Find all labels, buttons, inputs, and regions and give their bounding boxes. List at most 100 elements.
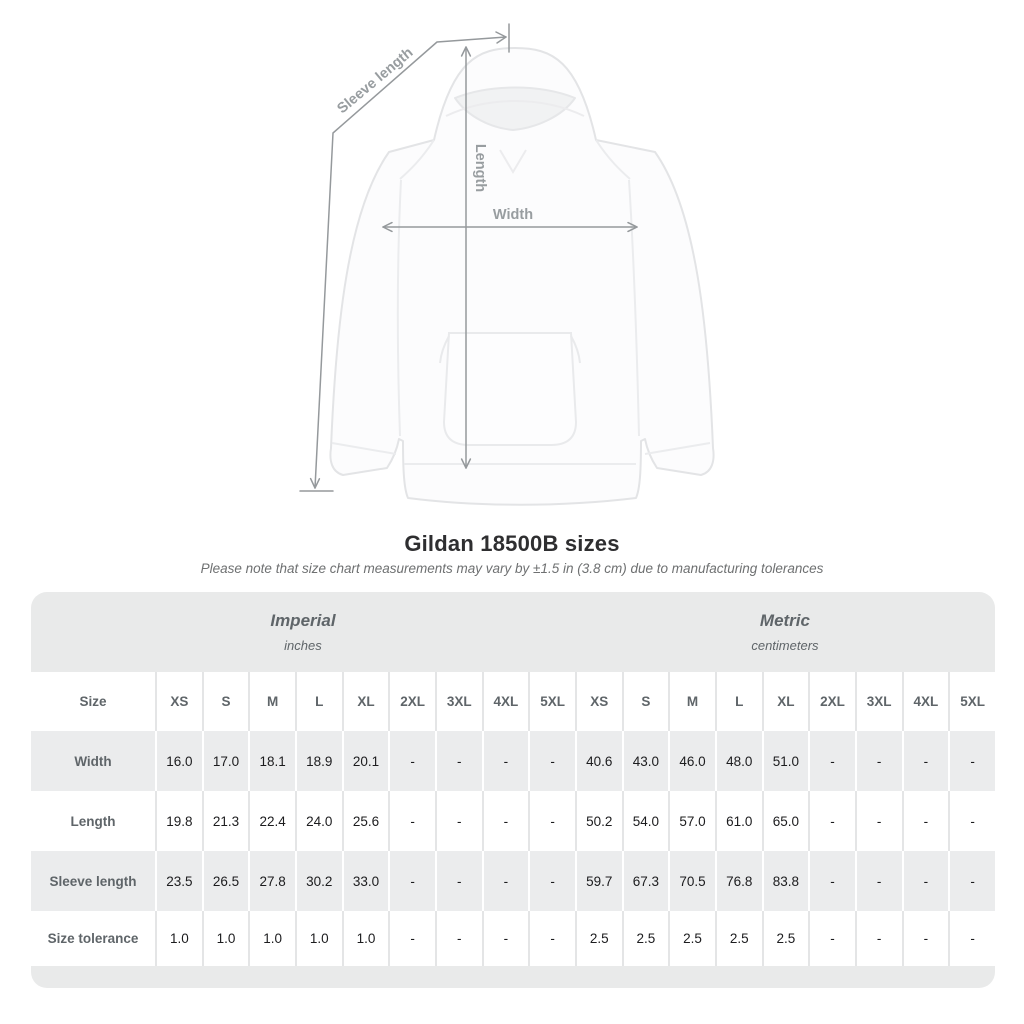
size-header-imperial-2xl: 2XL — [388, 672, 435, 731]
metric-value: - — [808, 851, 855, 911]
size-header-metric-2xl: 2XL — [808, 672, 855, 731]
measurement-overlay — [299, 23, 638, 492]
size-header-metric-xs: XS — [574, 672, 622, 731]
metric-value: - — [901, 731, 949, 791]
metric-value: 54.0 — [621, 791, 669, 851]
imperial-title: Imperial — [270, 611, 336, 630]
hoodie-body-path — [329, 47, 715, 506]
hood-rim — [445, 100, 585, 117]
table-footer-band — [31, 966, 995, 988]
size-header-metric-4xl: 4XL — [901, 672, 949, 731]
metric-value: - — [808, 911, 855, 966]
metric-value: - — [901, 851, 949, 911]
imperial-value: 1.0 — [248, 911, 295, 966]
imperial-value: - — [388, 851, 435, 911]
metric-value: - — [854, 851, 902, 911]
metric-value: - — [808, 731, 855, 791]
size-header-imperial-4xl: 4XL — [481, 672, 529, 731]
pocket — [439, 332, 581, 446]
size-header-row: Size XS S M L XL 2XL 3XL 4XL 5XL XS S M L XL 2XL 3XL 4XL 5… — [31, 672, 995, 731]
imperial-value: 1.0 — [294, 911, 342, 966]
metric-value: 2.5 — [668, 911, 715, 966]
metric-value: 67.3 — [621, 851, 669, 911]
metric-value: 2.5 — [574, 911, 622, 966]
metric-value: - — [901, 791, 949, 851]
metric-value: - — [854, 731, 902, 791]
size-header-imperial-5xl: 5XL — [528, 672, 575, 731]
metric-value: 40.6 — [574, 731, 622, 791]
imperial-value: 1.0 — [201, 911, 249, 966]
table-footer-row — [31, 966, 995, 988]
imperial-value: - — [388, 911, 435, 966]
imperial-value: - — [434, 851, 482, 911]
metric-band: Metric centimeters — [574, 592, 995, 672]
imperial-value: - — [481, 911, 529, 966]
hoodie-measurement-diagram: Sleeve length Length Width — [299, 23, 715, 506]
imperial-value: - — [481, 791, 529, 851]
size-header-imperial-s: S — [201, 672, 249, 731]
metric-value: 2.5 — [714, 911, 762, 966]
imperial-band: Imperial inches — [31, 592, 575, 672]
size-header-metric-m: M — [668, 672, 715, 731]
metric-value: 61.0 — [714, 791, 762, 851]
imperial-value: - — [481, 731, 529, 791]
metric-value: - — [948, 911, 995, 966]
size-table-container: Imperial inches Metric centimeters Size X… — [31, 592, 995, 988]
imperial-value: - — [434, 911, 482, 966]
metric-value: 48.0 — [714, 731, 762, 791]
metric-value: 70.5 — [668, 851, 715, 911]
metric-value: - — [948, 791, 995, 851]
size-header-metric-l: L — [714, 672, 762, 731]
metric-value: 51.0 — [761, 731, 809, 791]
table-row-sleeve-length: Sleeve length 23.5 26.5 27.8 30.2 33.0- - - -59.… — [31, 851, 995, 911]
imperial-value: 19.8 — [155, 791, 202, 851]
imperial-value: - — [528, 911, 575, 966]
metric-value: - — [854, 911, 902, 966]
metric-value: 83.8 — [761, 851, 809, 911]
size-header-imperial-3xl: 3XL — [434, 672, 482, 731]
size-header-metric-s: S — [621, 672, 669, 731]
hood-inner-v-seam — [499, 149, 527, 174]
imperial-value: - — [388, 791, 435, 851]
sleeve-length-arrow — [299, 23, 510, 492]
length-label: Length — [472, 144, 488, 192]
size-header-metric-5xl: 5XL — [948, 672, 995, 731]
metric-value: - — [854, 791, 902, 851]
metric-value: 76.8 — [714, 851, 762, 911]
imperial-unit: inches — [284, 638, 322, 653]
imperial-value: 25.6 — [341, 791, 389, 851]
size-header-metric-xl: XL — [761, 672, 809, 731]
metric-value: 43.0 — [621, 731, 669, 791]
size-table: Imperial inches Metric centimeters Size X… — [31, 592, 995, 988]
imperial-value: 33.0 — [341, 851, 389, 911]
imperial-value: 20.1 — [341, 731, 389, 791]
metric-value: 2.5 — [621, 911, 669, 966]
size-table-body: Imperial inches Metric centimeters Size X… — [31, 592, 995, 988]
chart-title: Gildan 18500B sizes — [404, 531, 620, 556]
imperial-value: - — [388, 731, 435, 791]
imperial-value: 23.5 — [155, 851, 202, 911]
metric-value: 65.0 — [761, 791, 809, 851]
row-label: Width — [74, 753, 112, 769]
imperial-value: - — [481, 851, 529, 911]
imperial-value: 18.9 — [294, 731, 342, 791]
size-header-imperial-xs: XS — [155, 672, 202, 731]
imperial-value: 21.3 — [201, 791, 249, 851]
hood-opening — [454, 86, 576, 131]
metric-value: 59.7 — [574, 851, 622, 911]
imperial-value: 18.1 — [248, 731, 295, 791]
metric-value: - — [948, 731, 995, 791]
metric-value: - — [948, 851, 995, 911]
size-header-imperial-l: L — [294, 672, 342, 731]
chart-subtitle: Please note that size chart measurements… — [200, 561, 824, 576]
imperial-value: 16.0 — [155, 731, 202, 791]
metric-value: 46.0 — [668, 731, 715, 791]
imperial-value: 1.0 — [155, 911, 202, 966]
imperial-value: 1.0 — [341, 911, 389, 966]
row-label: Size tolerance — [47, 931, 139, 946]
metric-value: - — [808, 791, 855, 851]
size-header-imperial-xl: XL — [341, 672, 389, 731]
size-column-header: Size — [31, 672, 155, 731]
metric-value: - — [901, 911, 949, 966]
